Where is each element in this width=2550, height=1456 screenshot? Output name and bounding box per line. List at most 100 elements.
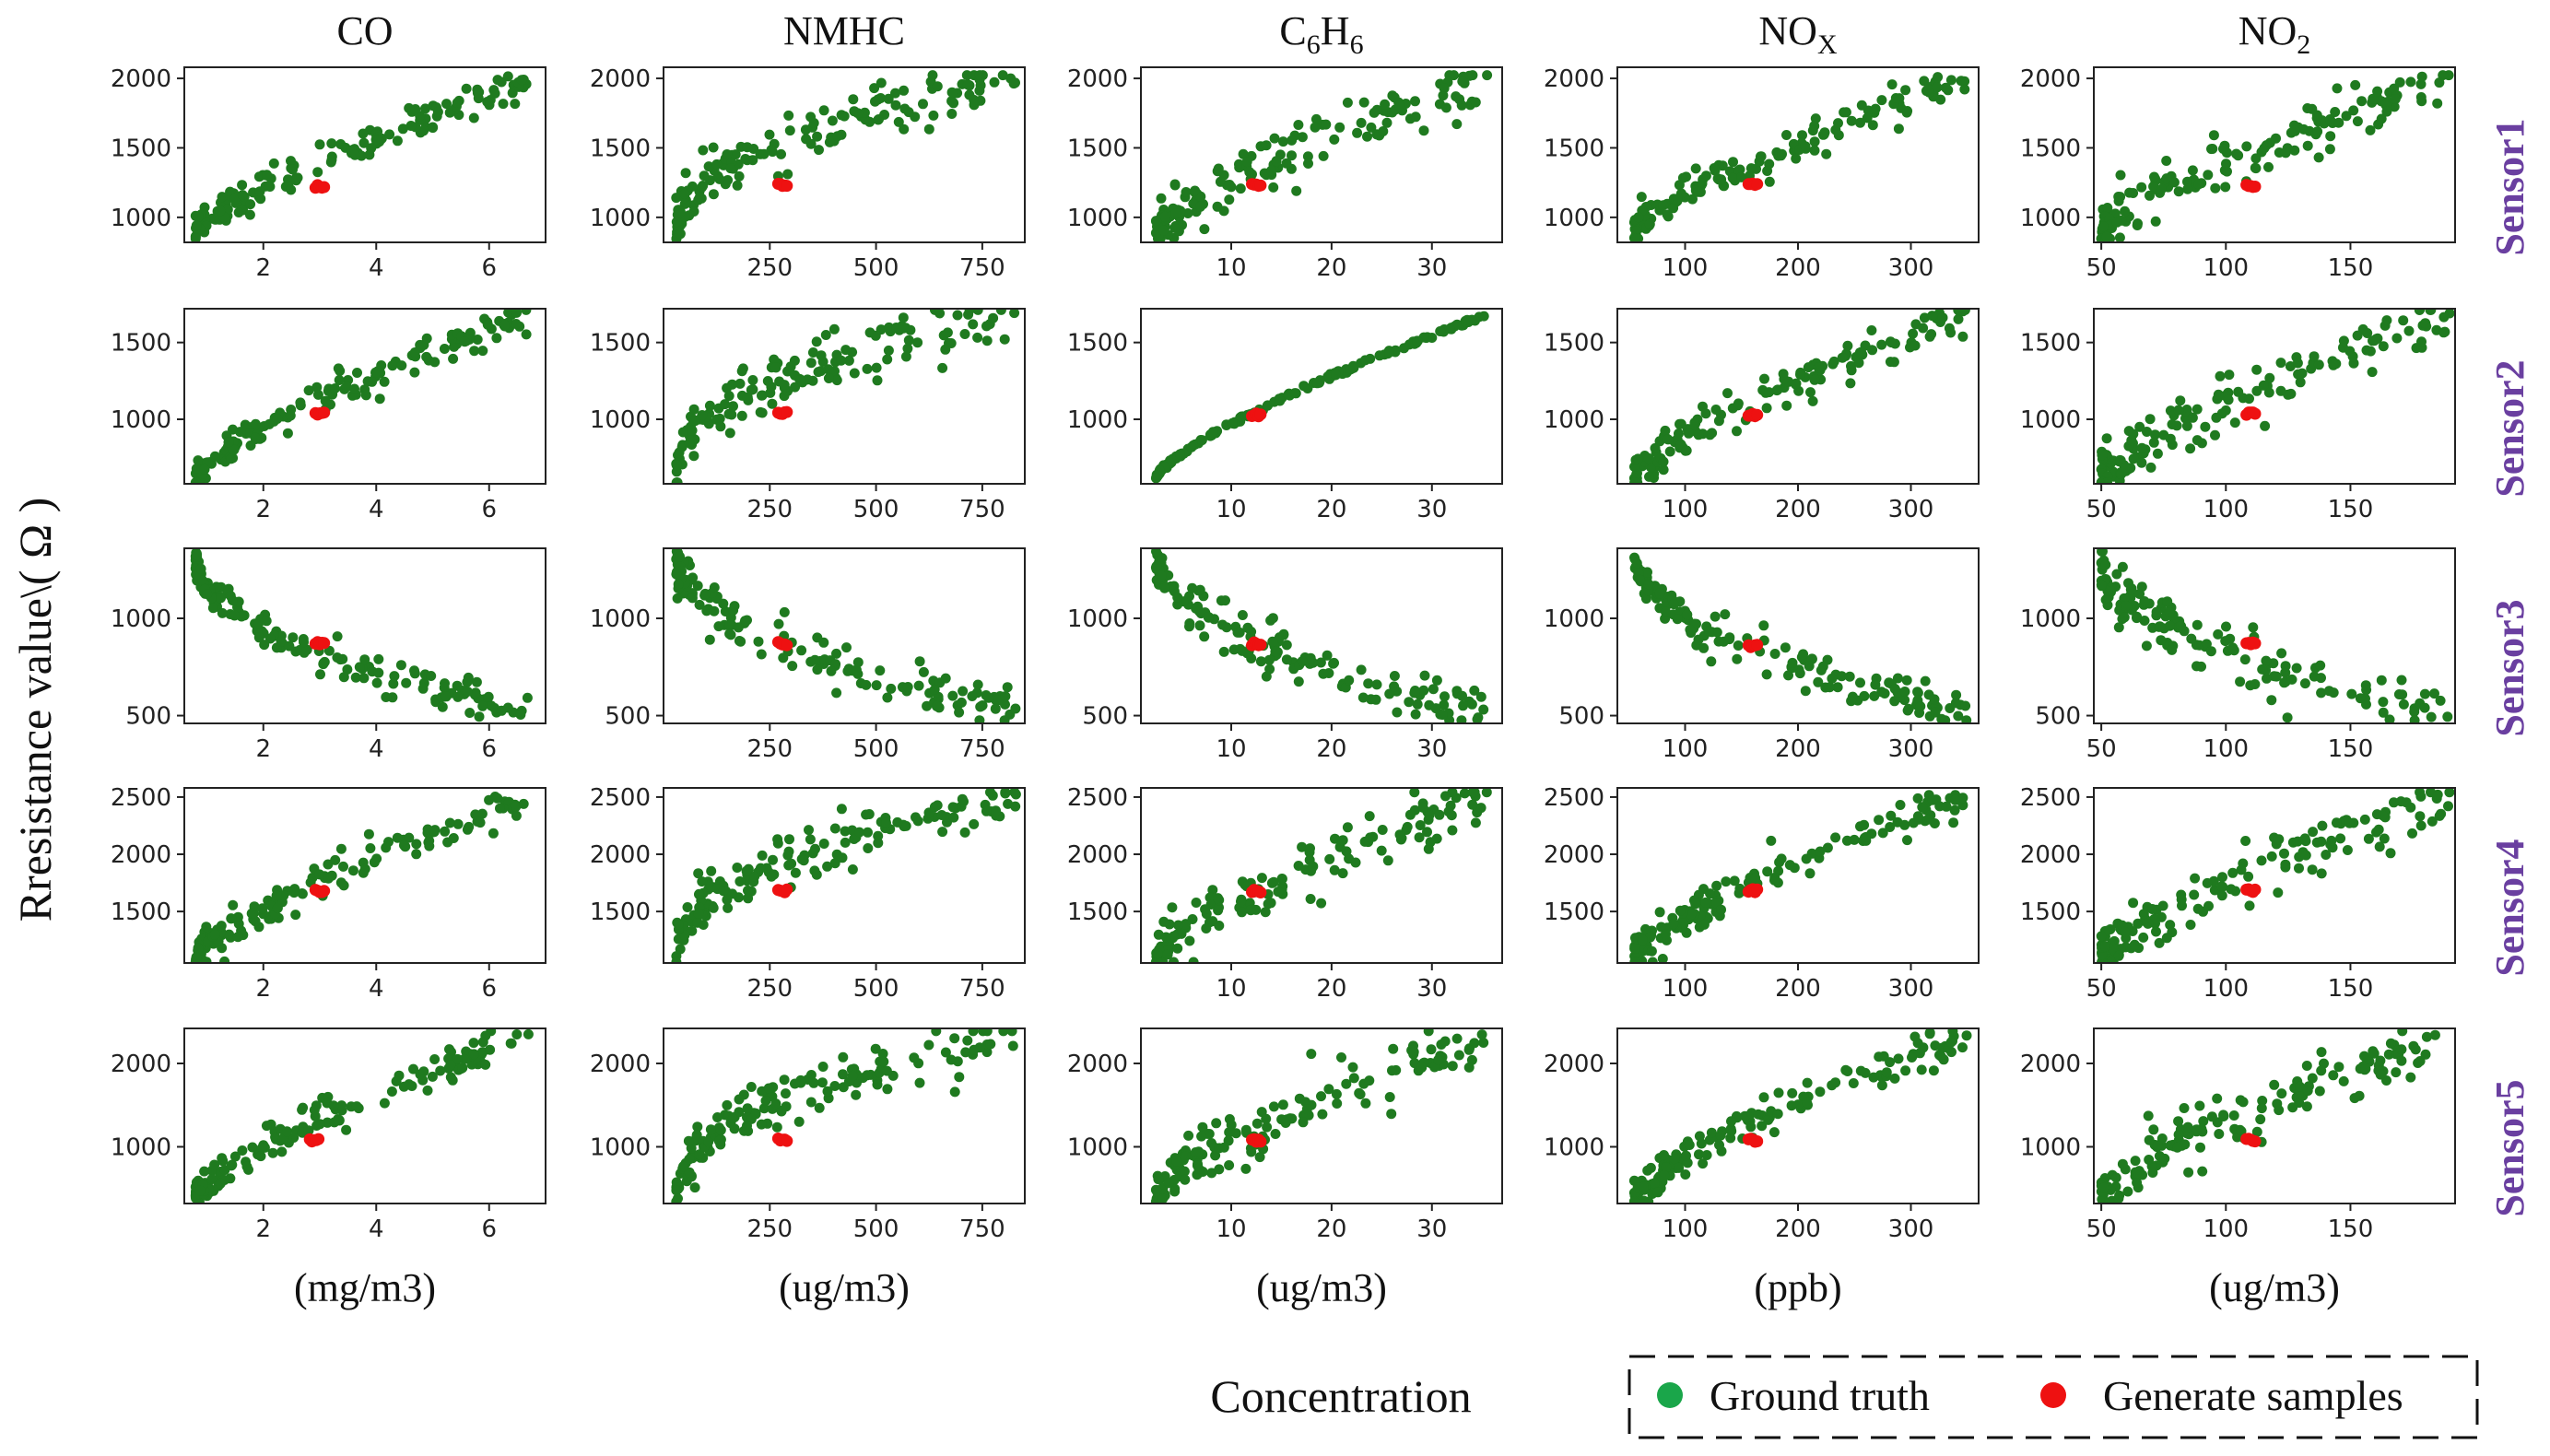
ground-truth-point xyxy=(1707,428,1718,439)
ground-truth-point xyxy=(2425,309,2436,315)
ground-truth-point xyxy=(1470,97,1481,108)
ground-truth-point xyxy=(1800,686,1811,697)
ground-truth-point xyxy=(1457,76,1468,87)
ground-truth-point xyxy=(1297,841,1308,852)
ground-truth-point xyxy=(672,593,683,604)
x-tick-label: 200 xyxy=(1775,496,1821,523)
ground-truth-point xyxy=(758,148,770,159)
ground-truth-point xyxy=(485,1044,496,1055)
ground-truth-point xyxy=(1183,1130,1194,1141)
ground-truth-point xyxy=(1636,192,1647,203)
ground-truth-point xyxy=(675,229,686,240)
ground-truth-point xyxy=(2181,420,2192,431)
ground-truth-point xyxy=(2202,877,2213,888)
ground-truth-point xyxy=(2145,414,2156,425)
x-tick-label: 300 xyxy=(1888,496,1934,523)
ground-truth-point xyxy=(1393,100,1404,112)
ground-truth-point xyxy=(1378,126,1389,136)
ground-truth-point xyxy=(1893,123,1904,135)
ground-truth-point xyxy=(818,105,829,116)
ground-truth-point xyxy=(2210,429,2220,440)
ground-truth-point xyxy=(276,636,287,647)
ground-truth-point xyxy=(863,843,874,853)
ground-truth-point xyxy=(244,209,255,220)
ground-truth-point xyxy=(1753,1109,1764,1120)
ground-truth-point xyxy=(522,692,533,703)
ground-truth-point xyxy=(2182,176,2192,187)
ground-truth-point xyxy=(2241,141,2252,152)
ground-truth-point xyxy=(2251,385,2262,396)
ground-truth-point xyxy=(248,908,259,919)
x-tick-label: 6 xyxy=(481,735,497,763)
y-tick-label: 1000 xyxy=(590,205,651,232)
ground-truth-point xyxy=(286,184,297,195)
ground-truth-point xyxy=(409,665,419,676)
ground-truth-point xyxy=(452,1053,463,1064)
ground-truth-point xyxy=(886,683,897,694)
ground-truth-point xyxy=(2164,607,2175,617)
ground-truth-point xyxy=(2136,442,2147,453)
ground-truth-point xyxy=(1457,690,1467,701)
ground-truth-point xyxy=(1447,1061,1458,1072)
ground-truth-point xyxy=(2228,1110,2239,1121)
ground-truth-point xyxy=(1729,875,1740,887)
ground-truth-point xyxy=(1193,1163,1204,1174)
ground-truth-point xyxy=(1412,699,1423,710)
ground-truth-point xyxy=(271,890,282,901)
generated-sample-point xyxy=(2249,1135,2262,1148)
ground-truth-point xyxy=(1172,599,1183,610)
ground-truth-point xyxy=(948,98,959,109)
ground-truth-point xyxy=(1908,328,1919,339)
ground-truth-point xyxy=(742,1103,753,1114)
ground-truth-point xyxy=(823,373,834,383)
ground-truth-point xyxy=(511,319,522,329)
ground-truth-point xyxy=(918,99,928,110)
ground-truth-point xyxy=(217,607,228,618)
ground-truth-point xyxy=(1809,145,1820,156)
ground-truth-point xyxy=(697,876,708,887)
x-tick-label: 100 xyxy=(1663,1215,1709,1243)
ground-truth-point xyxy=(2294,863,2304,874)
ground-truth-point xyxy=(2378,697,2389,708)
ground-truth-point xyxy=(2117,561,2128,572)
ground-truth-point xyxy=(1194,620,1205,631)
x-tick-label: 100 xyxy=(2203,975,2249,1003)
ground-truth-point xyxy=(812,131,823,142)
ground-truth-point xyxy=(2108,943,2119,954)
ground-truth-point xyxy=(1237,610,1248,620)
ground-truth-point xyxy=(812,664,823,675)
ground-truth-point xyxy=(981,1047,993,1058)
x-tick-label: 100 xyxy=(1663,975,1709,1003)
y-tick-label: 1000 xyxy=(2020,1133,2081,1161)
ground-truth-point xyxy=(349,149,360,160)
ground-truth-point xyxy=(766,871,777,882)
ground-truth-point xyxy=(1299,381,1310,392)
ground-truth-point xyxy=(1424,810,1435,821)
ground-truth-point xyxy=(1447,788,1458,798)
ground-truth-point xyxy=(2256,855,2267,866)
ground-truth-point xyxy=(2384,714,2395,723)
ground-truth-point xyxy=(1680,1169,1691,1180)
ground-truth-point xyxy=(2098,1196,2109,1204)
ground-truth-point xyxy=(2101,231,2112,242)
ground-truth-point xyxy=(2328,687,2339,699)
ground-truth-point xyxy=(781,1088,791,1099)
ground-truth-point xyxy=(974,85,985,96)
ground-truth-point xyxy=(1364,1075,1375,1086)
ground-truth-point xyxy=(1722,388,1733,399)
ground-truth-point xyxy=(1196,1131,1207,1142)
y-tick-label: 1500 xyxy=(1067,135,1128,162)
ground-truth-point xyxy=(793,1116,805,1127)
ground-truth-point xyxy=(477,700,488,711)
x-tick-label: 750 xyxy=(959,1215,1005,1243)
ground-truth-point xyxy=(2342,845,2353,855)
ground-truth-point xyxy=(804,825,814,836)
ground-truth-point xyxy=(890,100,901,111)
ground-truth-point xyxy=(2151,606,2162,617)
unit-label-nmhc: (ug/m3) xyxy=(779,1265,910,1310)
ground-truth-point xyxy=(2192,619,2203,630)
ground-truth-point xyxy=(2338,1075,2349,1086)
ground-truth-points xyxy=(1150,311,1489,484)
